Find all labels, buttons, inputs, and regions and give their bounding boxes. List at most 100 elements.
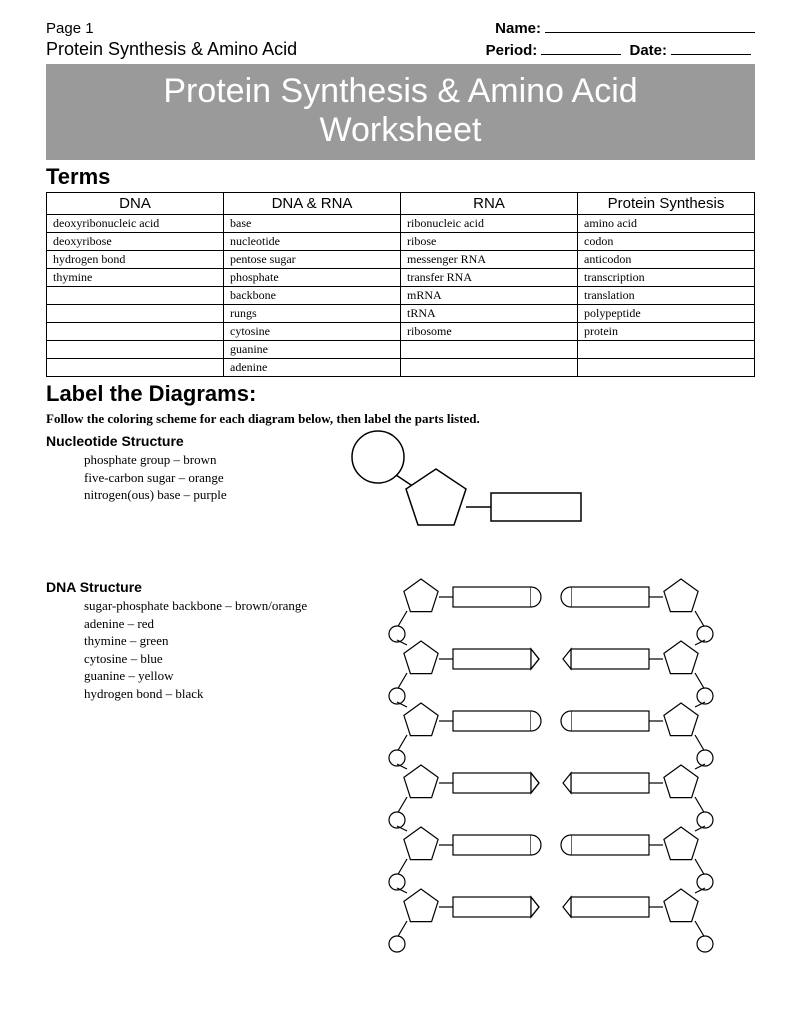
name-blank[interactable] bbox=[545, 32, 755, 33]
table-cell: mRNA bbox=[401, 287, 578, 305]
table-cell bbox=[47, 323, 224, 341]
table-cell: anticodon bbox=[578, 251, 755, 269]
base-rect bbox=[491, 493, 581, 521]
table-cell bbox=[401, 341, 578, 359]
table-cell: codon bbox=[578, 233, 755, 251]
phosphate-circle bbox=[389, 626, 405, 642]
sugar-pentagon bbox=[404, 641, 438, 674]
table-cell: ribosome bbox=[401, 323, 578, 341]
base-rect bbox=[453, 773, 531, 793]
table-cell: deoxyribose bbox=[47, 233, 224, 251]
phosphate-circle bbox=[697, 688, 713, 704]
base-rect bbox=[571, 897, 649, 917]
list-item: five-carbon sugar – orange bbox=[84, 469, 306, 487]
table-cell bbox=[47, 305, 224, 323]
base-rect bbox=[571, 773, 649, 793]
table-cell: deoxyribonucleic acid bbox=[47, 215, 224, 233]
phosphate-circle bbox=[389, 874, 405, 890]
table-cell bbox=[578, 359, 755, 377]
table-cell: tRNA bbox=[401, 305, 578, 323]
banner-line2: Worksheet bbox=[46, 111, 755, 150]
sugar-pentagon bbox=[404, 579, 438, 612]
table-row: cytosineribosomeprotein bbox=[47, 323, 755, 341]
base-rect bbox=[453, 649, 531, 669]
date-blank[interactable] bbox=[671, 54, 751, 55]
phosphate-circle bbox=[697, 750, 713, 766]
period-label: Period: bbox=[486, 42, 538, 59]
phosphate-circle bbox=[389, 812, 405, 828]
table-cell: pentose sugar bbox=[224, 251, 401, 269]
sugar-pentagon bbox=[664, 827, 698, 860]
banner-line1: Protein Synthesis & Amino Acid bbox=[46, 72, 755, 111]
table-cell: backbone bbox=[224, 287, 401, 305]
table-cell: ribose bbox=[401, 233, 578, 251]
table-cell: guanine bbox=[224, 341, 401, 359]
base-rect bbox=[571, 835, 649, 855]
terms-body: deoxyribonucleic acidbaseribonucleic aci… bbox=[47, 215, 755, 377]
phosphate-circle bbox=[697, 936, 713, 952]
dna-heading: DNA Structure bbox=[46, 579, 356, 595]
list-item: guanine – yellow bbox=[84, 667, 356, 685]
sugar-pentagon bbox=[664, 889, 698, 922]
table-row: hydrogen bondpentose sugarmessenger RNAa… bbox=[47, 251, 755, 269]
list-item: hydrogen bond – black bbox=[84, 685, 356, 703]
phosphate-circle bbox=[389, 750, 405, 766]
table-row: deoxyribonucleic acidbaseribonucleic aci… bbox=[47, 215, 755, 233]
list-item: nitrogen(ous) base – purple bbox=[84, 486, 306, 504]
table-cell: rungs bbox=[224, 305, 401, 323]
table-cell: transcription bbox=[578, 269, 755, 287]
table-cell: hydrogen bond bbox=[47, 251, 224, 269]
table-cell: phosphate bbox=[224, 269, 401, 287]
sugar-pentagon bbox=[664, 641, 698, 674]
base-rect bbox=[571, 649, 649, 669]
list-item: phosphate group – brown bbox=[84, 451, 306, 469]
table-row: thyminephosphatetransfer RNAtranscriptio… bbox=[47, 269, 755, 287]
list-item: sugar-phosphate backbone – brown/orange bbox=[84, 597, 356, 615]
table-row: backbonemRNAtranslation bbox=[47, 287, 755, 305]
dna-diagram bbox=[376, 573, 726, 993]
date-label: Date: bbox=[629, 42, 667, 59]
terms-table: DNADNA & RNARNAProtein Synthesis deoxyri… bbox=[46, 192, 755, 377]
table-cell: base bbox=[224, 215, 401, 233]
table-cell: transfer RNA bbox=[401, 269, 578, 287]
nucleotide-list: phosphate group – brownfive-carbon sugar… bbox=[84, 451, 306, 504]
terms-heading: Terms bbox=[46, 164, 755, 190]
doc-subtitle: Protein Synthesis & Amino Acid bbox=[46, 39, 297, 60]
phosphate-circle bbox=[389, 688, 405, 704]
label-diagrams-heading: Label the Diagrams: bbox=[46, 381, 755, 407]
nucleotide-diagram bbox=[326, 427, 586, 547]
sugar-pentagon bbox=[404, 889, 438, 922]
table-cell bbox=[578, 341, 755, 359]
terms-col-header: DNA bbox=[47, 193, 224, 215]
list-item: thymine – green bbox=[84, 632, 356, 650]
sugar-pentagon bbox=[404, 703, 438, 736]
phosphate-circle bbox=[697, 626, 713, 642]
page-number: Page 1 bbox=[46, 20, 94, 37]
title-banner: Protein Synthesis & Amino Acid Worksheet bbox=[46, 64, 755, 160]
sugar-pentagon bbox=[664, 579, 698, 612]
period-blank[interactable] bbox=[541, 54, 621, 55]
table-cell bbox=[401, 359, 578, 377]
table-row: deoxyribosenucleotideribosecodon bbox=[47, 233, 755, 251]
table-cell bbox=[47, 287, 224, 305]
base-rect bbox=[453, 587, 531, 607]
table-cell bbox=[47, 341, 224, 359]
sugar-pentagon bbox=[406, 469, 466, 525]
label-instruction: Follow the coloring scheme for each diag… bbox=[46, 411, 755, 427]
terms-col-header: DNA & RNA bbox=[224, 193, 401, 215]
table-cell: messenger RNA bbox=[401, 251, 578, 269]
table-cell: amino acid bbox=[578, 215, 755, 233]
table-cell: translation bbox=[578, 287, 755, 305]
base-rect bbox=[571, 587, 649, 607]
terms-col-header: RNA bbox=[401, 193, 578, 215]
base-rect bbox=[453, 897, 531, 917]
name-label: Name: bbox=[495, 20, 541, 37]
table-row: rungstRNApolypeptide bbox=[47, 305, 755, 323]
dna-list: sugar-phosphate backbone – brown/orangea… bbox=[84, 597, 356, 702]
sugar-pentagon bbox=[664, 703, 698, 736]
period-date: Period: Date: bbox=[486, 42, 755, 59]
table-row: guanine bbox=[47, 341, 755, 359]
phosphate-circle bbox=[389, 936, 405, 952]
base-rect bbox=[453, 835, 531, 855]
nucleotide-heading: Nucleotide Structure bbox=[46, 433, 306, 449]
